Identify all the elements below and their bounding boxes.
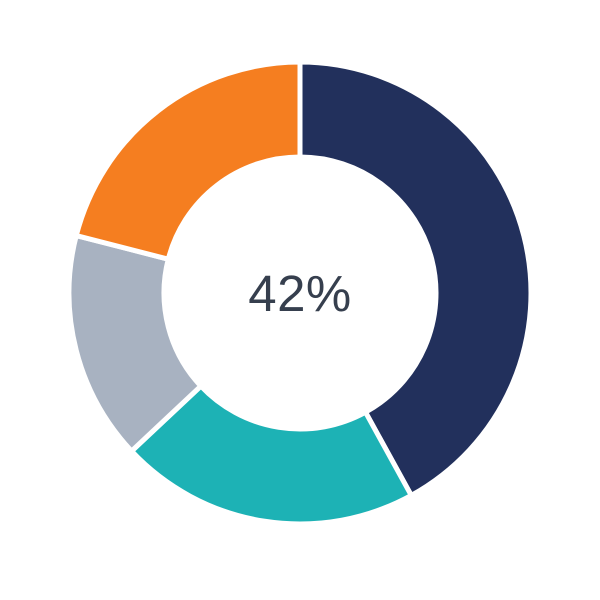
donut-slice-navy — [297, 59, 534, 499]
donut-slice-orange — [73, 59, 303, 263]
donut-slice-teal — [128, 382, 415, 527]
